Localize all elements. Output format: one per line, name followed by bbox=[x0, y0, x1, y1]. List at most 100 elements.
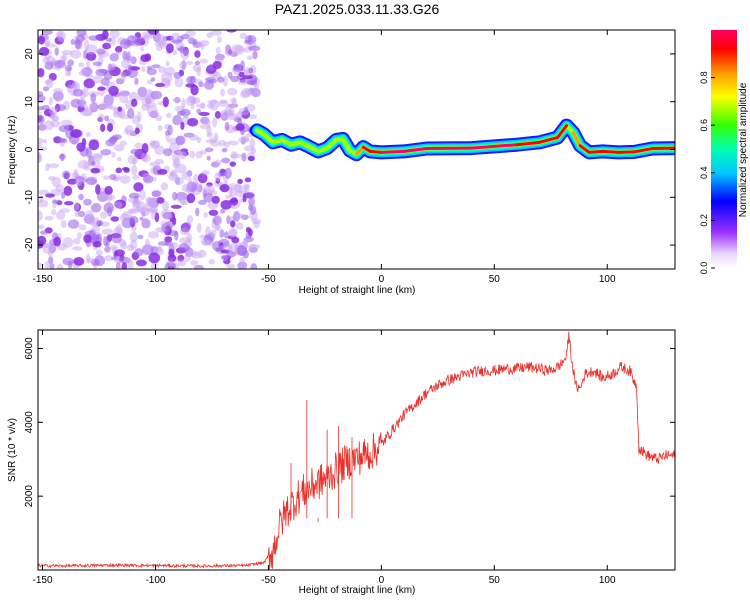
colorbar-tick-label: 0.8 bbox=[699, 71, 709, 84]
noise-blob bbox=[83, 234, 92, 244]
ridge-peak-segment bbox=[355, 145, 365, 156]
noise-blob bbox=[78, 193, 84, 201]
noise-blob bbox=[77, 159, 90, 169]
noise-blob bbox=[181, 171, 189, 181]
noise-blob bbox=[67, 219, 80, 229]
noise-blob bbox=[63, 185, 73, 196]
noise-blob bbox=[242, 74, 254, 80]
noise-blob bbox=[104, 115, 110, 122]
noise-blob bbox=[127, 259, 134, 269]
noise-blob bbox=[132, 202, 141, 208]
noise-blob bbox=[66, 178, 78, 185]
noise-blob bbox=[175, 114, 181, 120]
noise-blob bbox=[196, 108, 201, 114]
noise-blob bbox=[45, 193, 55, 198]
noise-blob bbox=[53, 236, 61, 247]
noise-blob bbox=[226, 215, 231, 225]
noise-blob bbox=[210, 229, 217, 238]
noise-blob bbox=[120, 38, 131, 49]
noise-blob bbox=[48, 96, 54, 106]
noise-blob bbox=[115, 45, 123, 53]
noise-blob bbox=[43, 30, 49, 38]
noise-blob bbox=[160, 72, 173, 84]
noise-blob bbox=[92, 241, 102, 248]
noise-blob bbox=[203, 212, 208, 218]
noise-blob bbox=[137, 111, 142, 122]
noise-blob bbox=[237, 261, 248, 269]
noise-blob bbox=[133, 182, 144, 192]
noise-blob bbox=[56, 263, 64, 269]
noise-blob bbox=[103, 202, 115, 214]
top-y-ticks: -20 -10 0 10 20 bbox=[24, 48, 675, 252]
noise-blob bbox=[83, 78, 95, 89]
ridge-peak-segment bbox=[571, 131, 582, 148]
noise-blob bbox=[100, 148, 112, 156]
noise-blob bbox=[211, 195, 220, 204]
noise-blob bbox=[199, 234, 206, 239]
ridge-peak-segment bbox=[470, 143, 519, 150]
noise-blob bbox=[139, 189, 146, 201]
noise-blob bbox=[60, 153, 65, 162]
noise-blob bbox=[88, 35, 101, 41]
noise-blob bbox=[78, 70, 91, 77]
noise-blob bbox=[56, 104, 66, 112]
noise-blob bbox=[230, 153, 243, 159]
noise-blob bbox=[226, 113, 237, 121]
noise-blob bbox=[141, 103, 150, 111]
noise-blob bbox=[243, 67, 252, 77]
noise-blob bbox=[51, 115, 60, 122]
noise-blob bbox=[229, 161, 237, 167]
noise-blob bbox=[203, 192, 214, 203]
noise-blob bbox=[224, 49, 235, 57]
noise-blob bbox=[54, 47, 59, 56]
noise-blob bbox=[252, 50, 258, 60]
noise-blob bbox=[134, 248, 144, 257]
noise-blob bbox=[154, 145, 165, 155]
noise-blob bbox=[83, 39, 90, 51]
noise-blob bbox=[253, 220, 260, 229]
noise-blob bbox=[244, 184, 250, 194]
noise-blob bbox=[42, 86, 50, 92]
noise-blob bbox=[91, 224, 100, 234]
noise-blob bbox=[218, 139, 226, 147]
noise-blob bbox=[248, 244, 257, 254]
noise-blob bbox=[219, 229, 225, 238]
top-x-axis-label: Height of straight line (km) bbox=[299, 285, 416, 296]
noise-blob bbox=[178, 243, 190, 252]
noise-blob bbox=[66, 84, 73, 94]
noise-blob bbox=[234, 184, 243, 193]
noise-blob bbox=[76, 142, 86, 152]
noise-blob bbox=[244, 191, 256, 199]
noise-blob bbox=[60, 191, 66, 199]
noise-blob bbox=[55, 210, 66, 220]
noise-blob bbox=[38, 110, 42, 117]
colorbar-label: Normalized spectral amplitude bbox=[738, 82, 749, 217]
noise-blob bbox=[220, 157, 231, 164]
noise-blob bbox=[38, 235, 47, 246]
noise-blob bbox=[109, 53, 119, 62]
noise-blob bbox=[116, 156, 122, 162]
noise-blob bbox=[118, 256, 131, 264]
noise-blob bbox=[67, 59, 75, 67]
colorbar-tick-label: 0.6 bbox=[699, 119, 709, 132]
noise-blob bbox=[149, 161, 161, 167]
noise-blob bbox=[206, 32, 213, 39]
noise-blob bbox=[253, 83, 260, 90]
noise-blob bbox=[55, 184, 65, 193]
noise-blob bbox=[74, 201, 80, 211]
noise-blob bbox=[127, 108, 135, 119]
noise-blob bbox=[167, 254, 177, 263]
noise-blob bbox=[147, 30, 160, 35]
noise-blob bbox=[173, 263, 180, 269]
noise-blob bbox=[180, 200, 187, 206]
noise-blob bbox=[181, 98, 186, 109]
colorbar-ticks: 0.0 0.2 0.4 0.6 0.8 bbox=[699, 71, 715, 274]
noise-blob bbox=[95, 249, 103, 256]
noise-blob bbox=[111, 151, 116, 158]
noise-blob bbox=[157, 168, 168, 175]
noise-blob bbox=[235, 222, 244, 230]
noise-blob bbox=[62, 237, 74, 248]
ridge-peak-segment bbox=[587, 149, 605, 154]
noise-blob bbox=[106, 196, 112, 202]
